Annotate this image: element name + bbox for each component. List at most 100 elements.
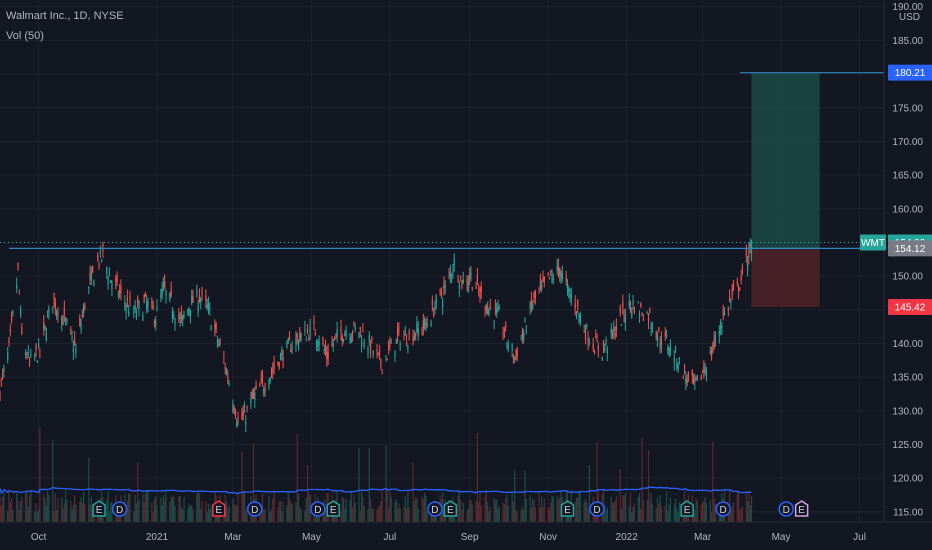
volume-bar <box>178 496 180 522</box>
candle-body <box>539 278 542 287</box>
volume-bar <box>0 505 2 522</box>
volume-bar <box>278 501 280 522</box>
volume-bar <box>207 503 210 522</box>
volume-bar <box>268 495 270 522</box>
candle-body <box>39 349 41 351</box>
candle-body <box>54 302 56 310</box>
volume-bar <box>48 494 50 522</box>
volume-bar <box>189 506 192 522</box>
candle-body <box>387 346 390 348</box>
volume-bar <box>604 505 606 522</box>
candle-body <box>324 346 327 353</box>
time-axis-tick-label: Oct <box>31 532 47 543</box>
candle-body <box>26 357 28 359</box>
volume-bar <box>647 450 650 522</box>
candle-body <box>3 367 5 372</box>
candle-body <box>651 327 653 329</box>
volume-bar <box>57 497 59 522</box>
volume-bar <box>296 434 298 522</box>
candle-body <box>667 347 669 351</box>
volume-bar <box>548 507 551 522</box>
volume-bar <box>89 504 91 522</box>
candle-body <box>297 344 300 348</box>
volume-bar <box>532 498 534 522</box>
candle-body <box>250 398 252 404</box>
candle-body <box>395 338 397 344</box>
candle-body <box>351 331 354 334</box>
candle-body <box>252 393 255 395</box>
candle-body <box>1 373 4 375</box>
candle-body <box>489 305 491 309</box>
candle-body <box>674 346 677 350</box>
candle-body <box>295 338 297 344</box>
volume-bar <box>506 494 508 522</box>
event-marker-dividend: D <box>310 501 326 517</box>
volume-bar <box>424 492 426 522</box>
time-axis-tick-label: 2022 <box>616 532 639 543</box>
price-axis-tick-label: 150.00 <box>892 272 923 283</box>
volume-bar <box>541 496 543 522</box>
candle-body <box>451 274 453 277</box>
candle-body <box>88 286 90 288</box>
candle-body <box>201 290 203 294</box>
volume-bar <box>28 495 31 522</box>
volume-bar <box>243 491 246 522</box>
candle-body <box>624 316 626 323</box>
candle-body <box>514 356 516 360</box>
candle-body <box>223 358 225 360</box>
candle-body <box>53 292 55 300</box>
candle-body <box>745 249 747 256</box>
volume-bar <box>458 490 460 522</box>
volume-bar <box>556 495 558 522</box>
currency-label: USD <box>899 12 920 23</box>
candle-body <box>372 351 374 355</box>
candle-body <box>385 356 387 359</box>
price-axis-tick-label: 175.00 <box>892 103 923 114</box>
volume-bar <box>660 506 662 522</box>
volume-bar <box>351 507 354 522</box>
candle-body <box>281 351 283 355</box>
candle-body <box>48 308 50 313</box>
candle-body <box>592 343 594 349</box>
candle-body <box>506 342 508 346</box>
candle-body <box>430 321 432 327</box>
price-axis-background <box>884 0 932 550</box>
candle-body <box>677 364 679 369</box>
volume-bar <box>21 496 23 522</box>
candle-body <box>469 272 471 280</box>
volume-bar <box>156 505 158 522</box>
volume-bar <box>389 491 391 522</box>
volume-bar <box>128 493 130 522</box>
candle-body <box>749 241 751 248</box>
candle-body <box>381 369 383 371</box>
volume-bar <box>83 492 85 522</box>
volume-bar <box>333 511 336 522</box>
volume-bar <box>236 505 238 522</box>
volume-bar <box>638 493 641 522</box>
candle-body <box>236 421 238 427</box>
candle-body <box>503 333 506 335</box>
price-badge-value: 154.12 <box>895 244 926 255</box>
volume-bar <box>731 506 733 522</box>
candle-body <box>358 331 360 337</box>
volume-bar <box>242 491 244 522</box>
volume-bar <box>39 426 41 522</box>
candle-body <box>19 308 22 316</box>
volume-bar <box>360 491 363 522</box>
time-axis-tick-label: May <box>772 532 791 543</box>
volume-bar <box>588 465 590 522</box>
volume-bar <box>515 509 517 522</box>
candle-body <box>721 325 723 329</box>
volume-bar <box>667 511 669 522</box>
candle-body <box>623 313 625 317</box>
candle-body <box>227 376 229 379</box>
price-badge-bg <box>888 240 932 257</box>
candle-body <box>160 295 162 297</box>
candle-body <box>18 292 20 294</box>
volume-bar <box>380 500 382 522</box>
candle-body <box>475 285 477 289</box>
volume-bar <box>133 511 135 522</box>
candle-body <box>344 333 346 337</box>
candle-body <box>38 343 40 348</box>
